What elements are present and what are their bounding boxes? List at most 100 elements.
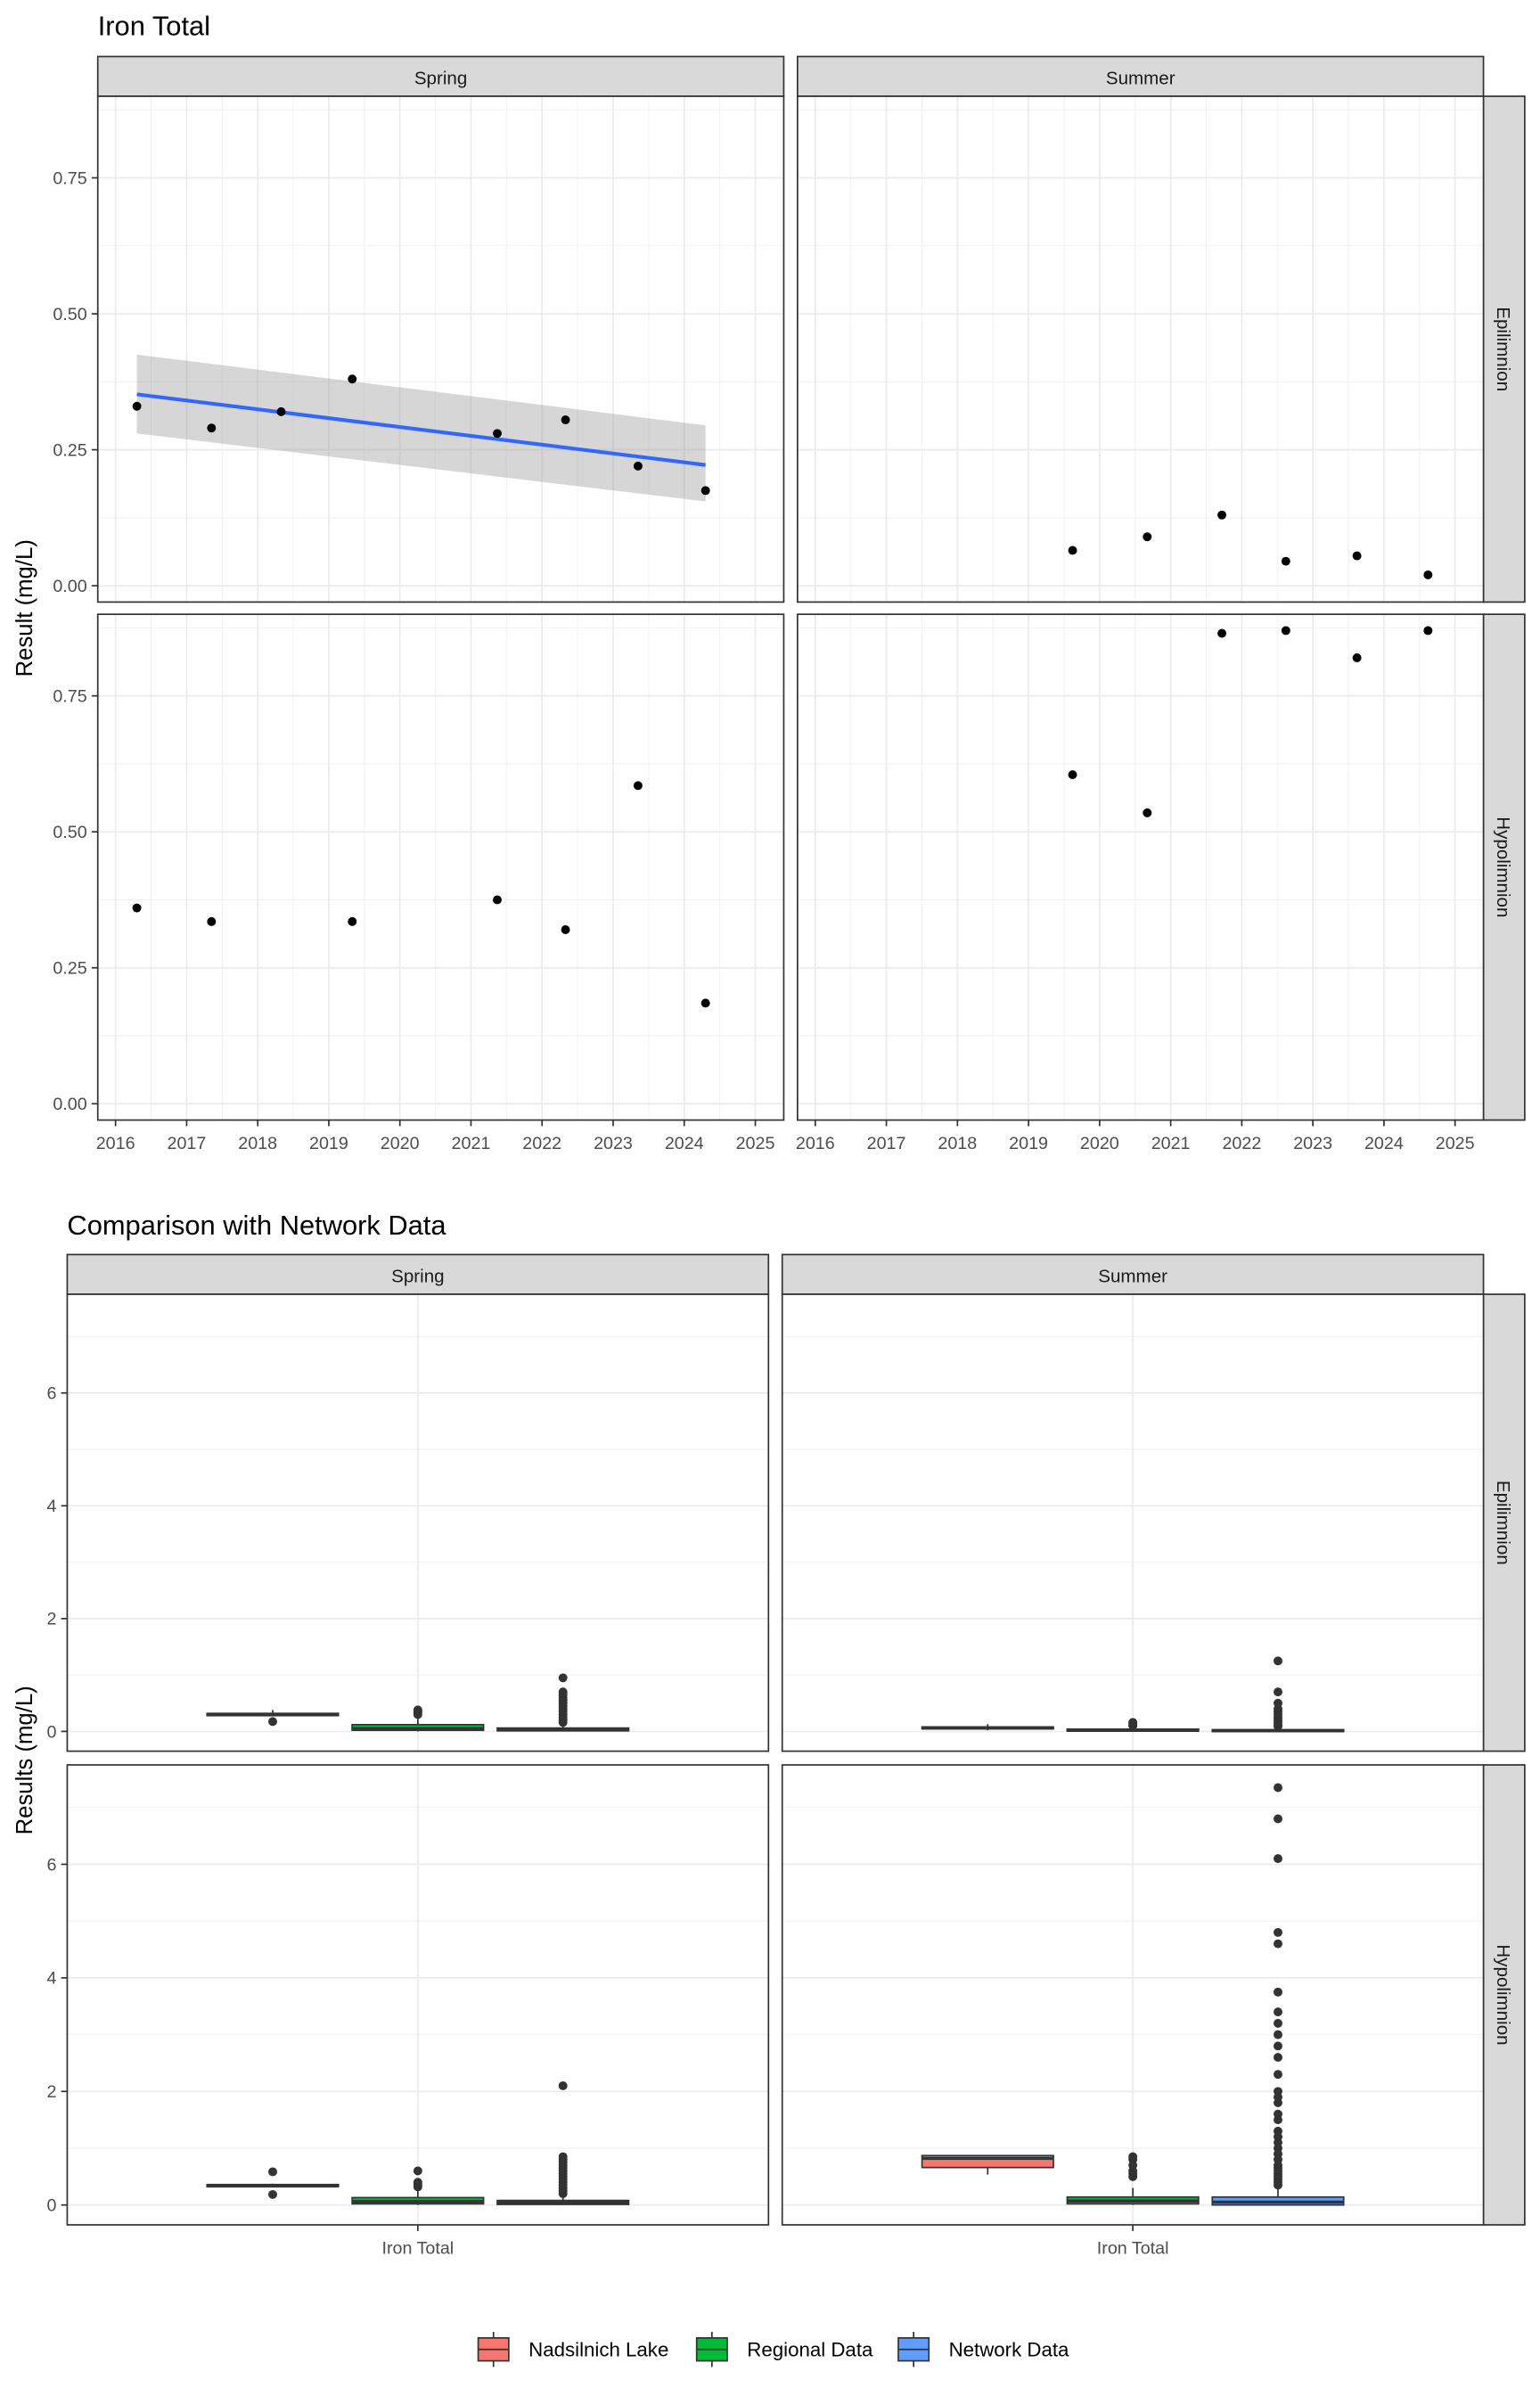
- data-point: [700, 998, 710, 1008]
- y-tick-label: 0.25: [53, 959, 86, 979]
- legend-item-regional-data: Regional Data: [695, 2332, 873, 2367]
- x-tick-label: 2017: [867, 1134, 906, 1153]
- data-point: [1068, 546, 1077, 555]
- facet-label-epilimnion: Epilimnion: [1493, 1481, 1513, 1565]
- outlier-point: [268, 1717, 277, 1727]
- facet-strip-spring: [96, 55, 785, 97]
- box-nadsilnich-lake: [921, 2154, 1054, 2175]
- panel-spring-epilimnion: [66, 1293, 770, 1752]
- panel-spring-epilimnion: [96, 95, 785, 603]
- facet-label-spring: Spring: [414, 68, 467, 88]
- facet-strip-hypolimnion: [1482, 1764, 1526, 2226]
- facet-label-hypolimnion: Hypolimnion: [1493, 816, 1513, 917]
- panel-border: [797, 95, 1485, 603]
- outlier-point: [1274, 1854, 1282, 1864]
- data-point: [633, 781, 643, 791]
- data-point: [1143, 808, 1152, 817]
- legend-label: Network Data: [949, 2338, 1069, 2360]
- y-tick-label: 0.00: [53, 577, 86, 596]
- y-tick-label: 0: [46, 1722, 56, 1742]
- x-tick-label: 2017: [167, 1134, 206, 1153]
- y-axis-label-result: Result (mg/L): [12, 539, 37, 677]
- facet-label-epilimnion: Epilimnion: [1493, 307, 1513, 391]
- outlier-point: [1274, 2018, 1282, 2028]
- outlier-point: [413, 1705, 422, 1715]
- outlier-point: [1274, 2070, 1282, 2080]
- data-point: [1281, 626, 1290, 636]
- data-point: [493, 429, 502, 439]
- outlier-point: [1274, 2041, 1282, 2051]
- panel-background: [797, 614, 1484, 1120]
- x-tick-label: 2024: [1364, 1134, 1404, 1153]
- facet-strip-summer: [781, 1253, 1485, 1295]
- x-tick-label: 2018: [938, 1134, 977, 1153]
- x-tick-label: 2016: [96, 1134, 135, 1153]
- facet-strip-summer: [797, 55, 1485, 97]
- panel-background: [797, 96, 1484, 603]
- data-point: [1143, 532, 1152, 542]
- data-point: [1423, 570, 1433, 579]
- panel-border: [96, 95, 785, 603]
- outlier-point: [1128, 2152, 1138, 2162]
- box-nadsilnich-lake: [206, 2167, 340, 2199]
- y-tick-label: 0.00: [53, 1095, 86, 1114]
- box-network-data: [496, 1673, 630, 1732]
- legend: Nadsilnich Lake Regional Data Network Data: [477, 2332, 1069, 2367]
- x-tick-label: 2020: [1080, 1134, 1119, 1153]
- data-point: [493, 895, 502, 905]
- panel-spring-hypolimnion: [96, 613, 785, 1121]
- y-axis-label-results: Results (mg/L): [12, 1686, 37, 1834]
- data-point: [276, 406, 286, 416]
- y-tick-label: 4: [46, 1497, 56, 1516]
- x-tick-label: 2019: [309, 1134, 348, 1153]
- y-tick-label: 0.50: [53, 823, 86, 842]
- legend-label: Regional Data: [747, 2338, 873, 2360]
- comparison-faceted-boxplot: Spring Summer Epilimnion Hypolimnion 0 2 4 6 0 2 4…: [46, 1253, 1526, 2259]
- box-regional-data: [351, 2166, 485, 2205]
- outlier-point: [413, 2178, 422, 2187]
- outlier-point: [1274, 2030, 1282, 2039]
- outlier-point: [558, 1673, 568, 1683]
- legend-label: Nadsilnich Lake: [528, 2338, 668, 2360]
- box-nadsilnich-lake: [206, 1710, 340, 1727]
- outlier-point: [1274, 2126, 1282, 2136]
- outlier-point: [1274, 1814, 1282, 1824]
- facet-label-summer: Summer: [1106, 68, 1175, 88]
- outlier-point: [1274, 2109, 1282, 2119]
- data-point: [561, 415, 570, 425]
- data-point: [633, 461, 643, 471]
- outlier-point: [1274, 1656, 1282, 1666]
- legend-item-nadsilnich-lake: Nadsilnich Lake: [477, 2332, 668, 2367]
- outlier-point: [268, 2167, 277, 2177]
- facet-label-spring: Spring: [391, 1266, 444, 1286]
- data-point: [132, 903, 142, 913]
- panel-border: [96, 613, 785, 1121]
- data-point: [348, 374, 357, 384]
- data-point: [700, 486, 710, 496]
- y-tick-label: 6: [46, 1855, 56, 1875]
- box-nadsilnich-lake: [921, 1724, 1054, 1731]
- x-tick-label: 2019: [1009, 1134, 1048, 1153]
- panel-border: [781, 1293, 1485, 1752]
- facet-strip-hypolimnion: [1482, 613, 1526, 1121]
- outlier-point: [1128, 1718, 1138, 1727]
- data-point: [561, 925, 570, 934]
- outlier-point: [1274, 1939, 1282, 1949]
- y-tick-label: 4: [46, 1969, 56, 1989]
- x-tick-label: 2021: [1151, 1134, 1191, 1153]
- panel-background: [97, 96, 784, 603]
- data-point: [1352, 652, 1362, 662]
- panel-summer-epilimnion: [781, 1293, 1485, 1752]
- facet-strip-spring: [66, 1253, 770, 1295]
- outlier-point: [1274, 1927, 1282, 1937]
- outlier-point: [1274, 1987, 1282, 1997]
- box-network-data: [1211, 1656, 1345, 1733]
- x-tick-label: 2025: [736, 1134, 775, 1153]
- data-point: [1217, 510, 1227, 520]
- x-tick-label: 2023: [594, 1134, 633, 1153]
- outlier-point: [1274, 2087, 1282, 2096]
- outlier-point: [1274, 1687, 1282, 1697]
- data-point: [348, 916, 357, 926]
- data-point: [207, 423, 217, 433]
- facet-label-hypolimnion: Hypolimnion: [1493, 1944, 1513, 2045]
